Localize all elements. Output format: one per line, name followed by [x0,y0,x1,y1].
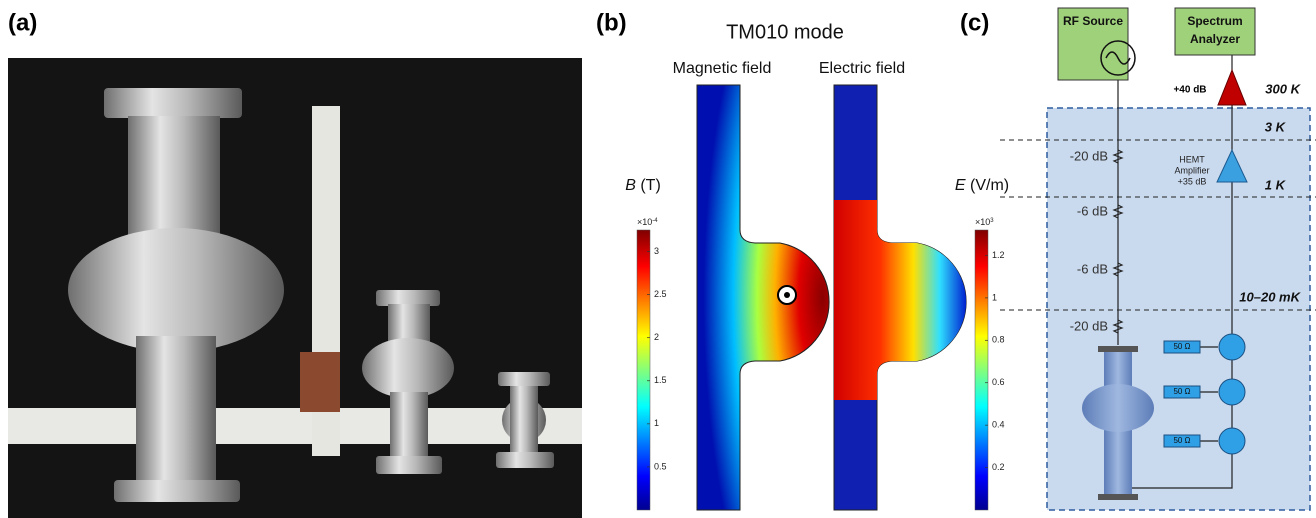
rf-source-label: RF Source [1063,14,1123,28]
gain-label: +40 dB [1173,85,1206,96]
circulators [1219,334,1245,454]
panel-label: (a) [8,9,37,36]
temperature: 300 K [1265,81,1301,96]
colorbar-tick-label: 0.8 [992,335,1005,345]
colorbar-exponent: ×10-4 [637,217,658,227]
electric-field-map [834,85,966,510]
temperature: 1 K [1265,177,1287,192]
colorbar [637,230,650,510]
attenuator-label: -20 dB [1070,148,1108,163]
panel-title: TM010 mode [726,21,844,43]
colorbar-tick-label: 1 [654,418,659,428]
field-title: Magnetic field [673,60,772,77]
temperature: 10–20 mK [1239,289,1301,304]
termination-label: 50 Ω [1173,387,1190,396]
colorbar-tick-label: 1.5 [654,375,667,385]
field-title: Electric field [819,60,905,77]
hemt-label: +35 dB [1178,176,1207,186]
analyzer-label: Analyzer [1190,32,1240,46]
magnetic-field-map [697,85,829,510]
photo [8,58,582,518]
colorbar [975,230,988,510]
panel-label: (b) [596,9,627,36]
colorbar-tick-label: 1 [992,292,997,302]
room-amplifier [1218,70,1246,105]
colorbar-title: B (T) [625,177,661,194]
hemt-label: Amplifier [1174,165,1209,175]
figure: (a) (b) TM010 mode Magnetic field Electr… [0,0,1316,518]
termination-label: 50 Ω [1173,436,1190,445]
hemt-label: HEMT [1179,154,1205,164]
colorbar-tick-label: 3 [654,246,659,256]
attenuator-label: -20 dB [1070,318,1108,333]
colorbar-tick-label: 2 [654,332,659,342]
panel-label: (c) [960,9,989,36]
termination-label: 50 Ω [1173,342,1190,351]
colorbar-tick-label: 2.5 [654,289,667,299]
colorbar-tick-label: 0.6 [992,377,1005,387]
temperature: 3 K [1265,119,1287,134]
colorbar-tick-label: 0.5 [654,461,667,471]
colorbar-tick-label: 1.2 [992,250,1005,260]
colorbar-exponent: ×103 [975,217,994,227]
colorbar-title: E (V/m) [955,177,1009,194]
colorbar-tick-label: 0.2 [992,462,1005,472]
colorbar-tick-label: 0.4 [992,420,1005,430]
analyzer-label: Spectrum [1187,14,1242,28]
attenuator-label: -6 dB [1077,261,1108,276]
attenuator-label: -6 dB [1077,203,1108,218]
